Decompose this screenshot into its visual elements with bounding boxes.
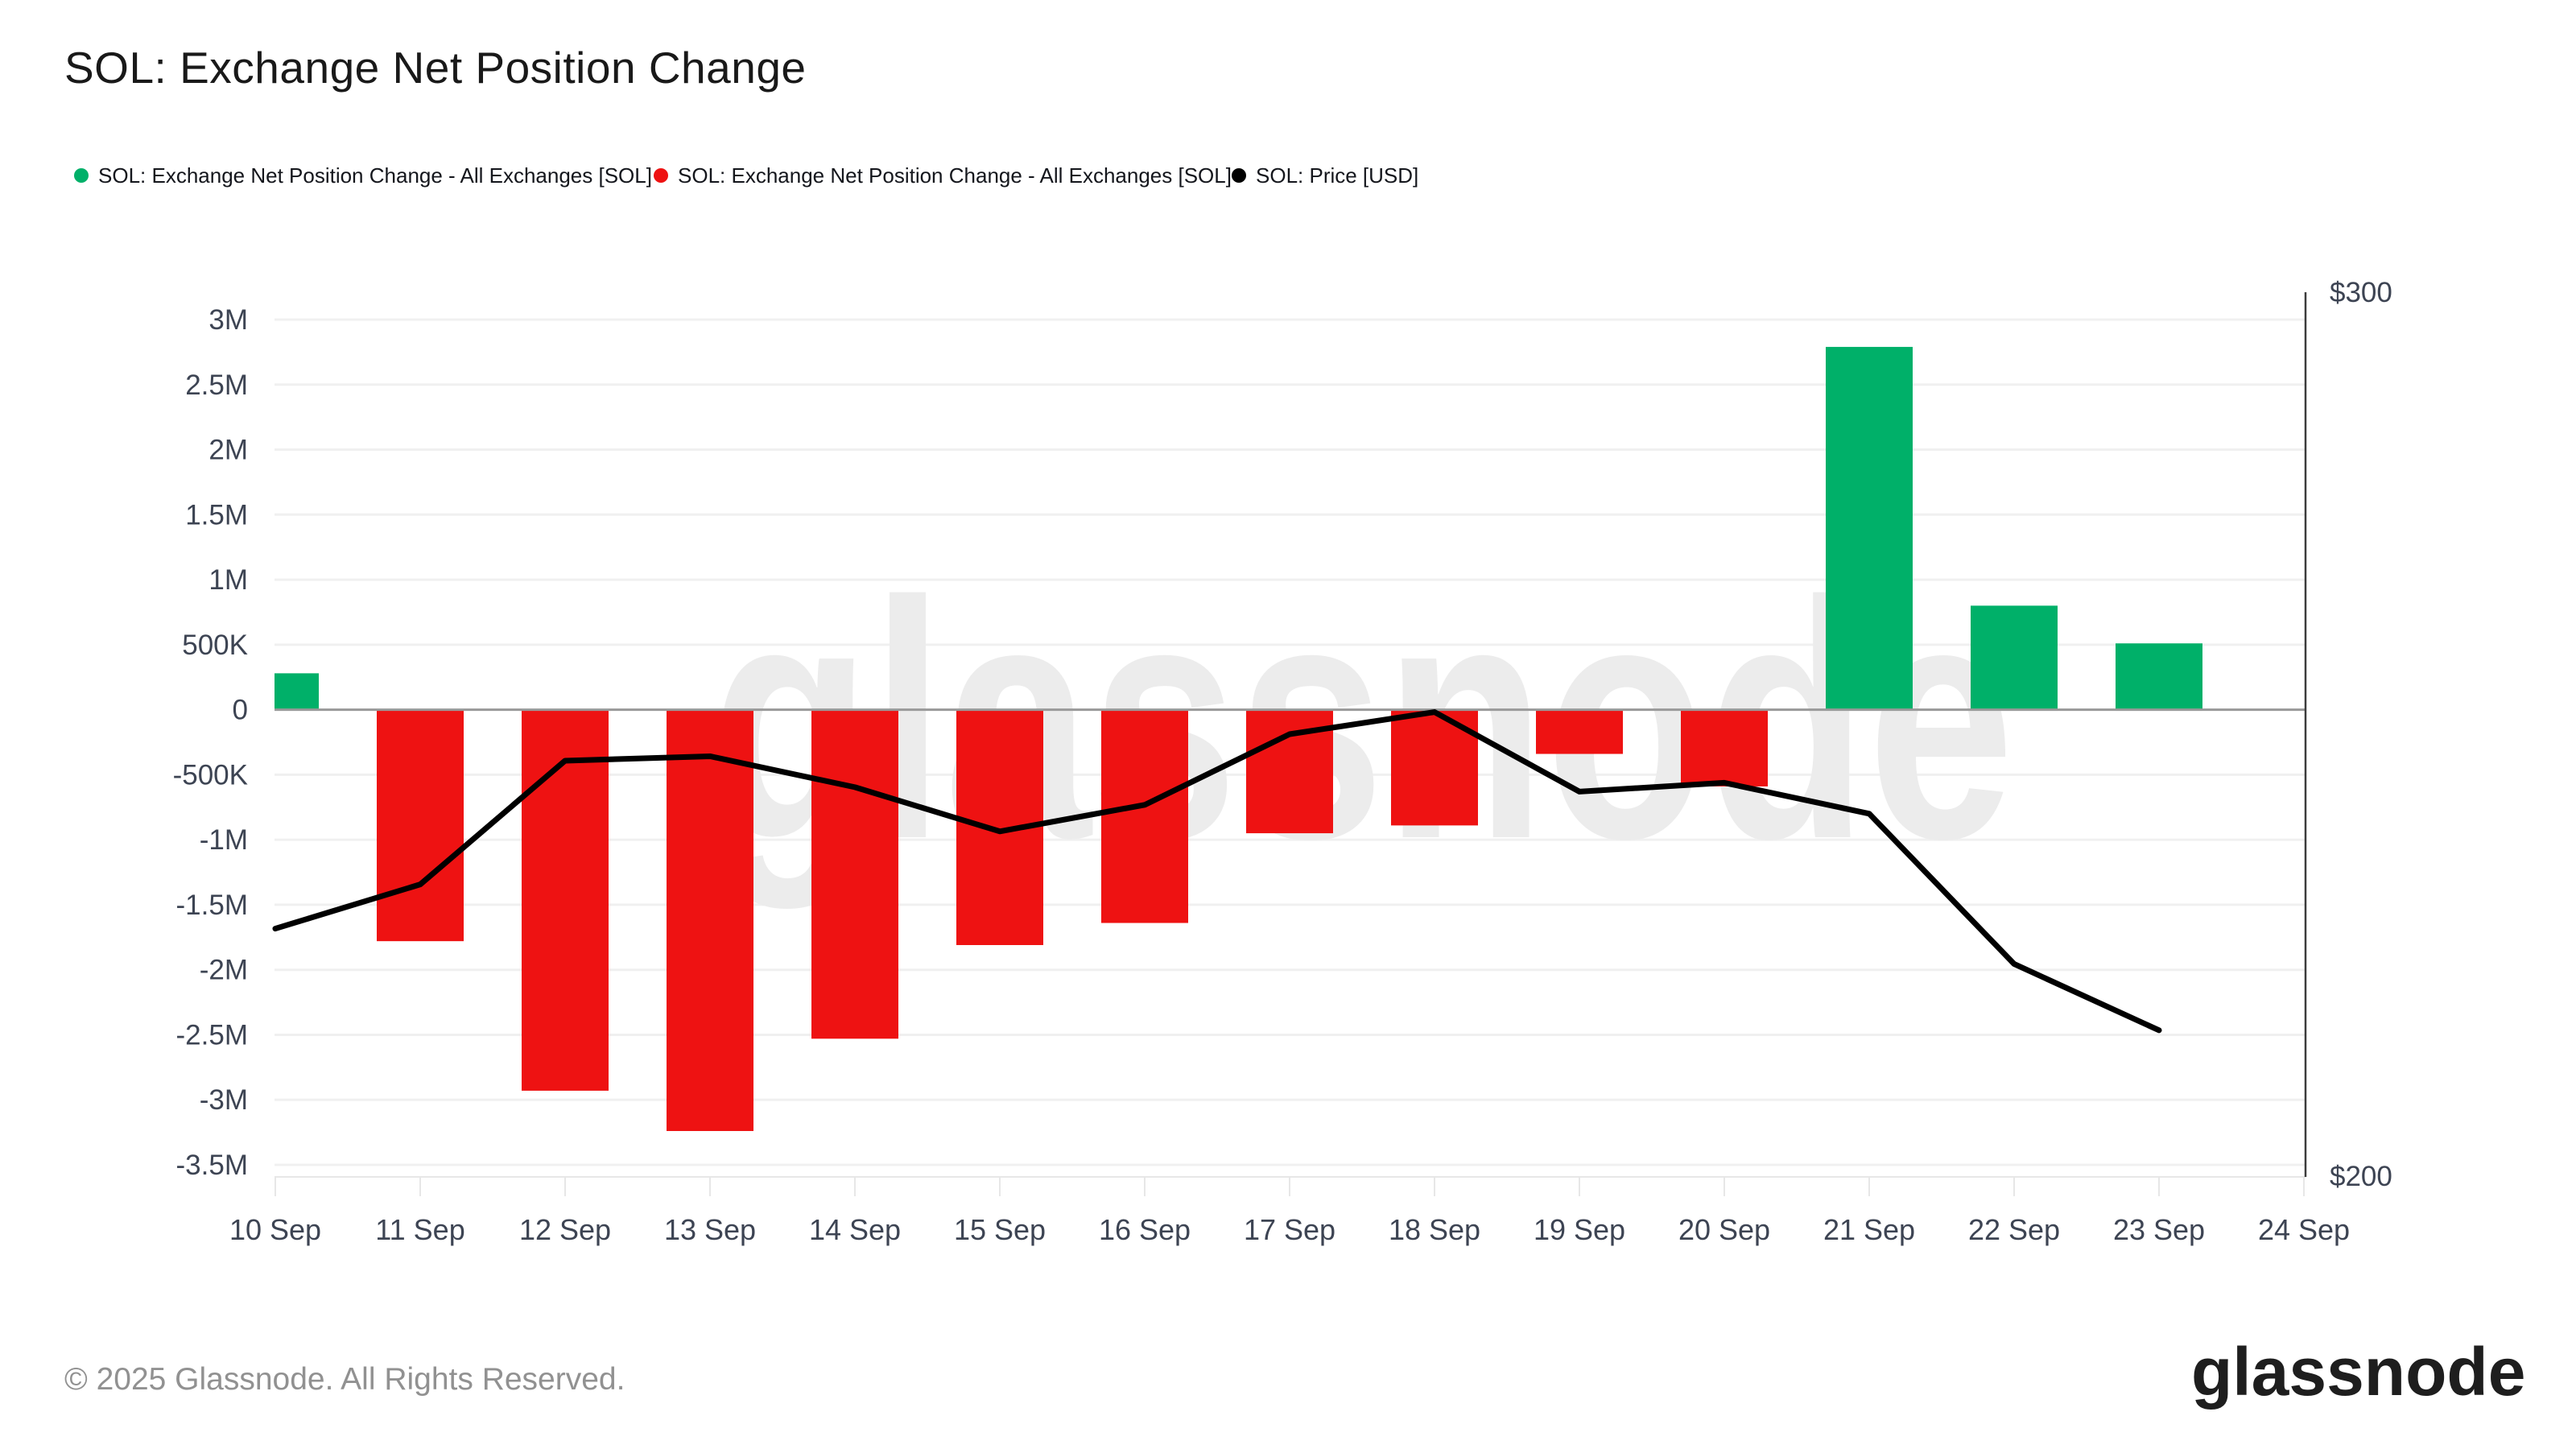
y-axis-left-tick-label: 1M — [208, 564, 248, 596]
legend-item-price[interactable]: SOL: Price [USD] — [1232, 159, 1418, 192]
x-axis-tick-label: 17 Sep — [1244, 1213, 1335, 1246]
bar-14-sep — [811, 709, 898, 1039]
x-axis-tick-label: 13 Sep — [664, 1213, 756, 1246]
y-axis-left-tick-label: 2.5M — [185, 369, 248, 401]
legend-dot-green-icon — [74, 168, 89, 183]
bar-22-sep — [1971, 605, 2058, 710]
y-axis-left-tick-label: 3M — [208, 304, 248, 336]
bar-19-sep — [1536, 709, 1623, 754]
x-axis-tick-label: 10 Sep — [229, 1213, 321, 1246]
legend-label: SOL: Exchange Net Position Change - All … — [678, 163, 1232, 188]
x-axis-tick-label: 12 Sep — [519, 1213, 611, 1246]
legend-item-net-position-negative[interactable]: SOL: Exchange Net Position Change - All … — [654, 159, 1232, 192]
bar-13-sep — [667, 709, 753, 1131]
legend-dot-red-icon — [654, 168, 668, 183]
legend-dot-black-icon — [1232, 168, 1246, 183]
y-axis-right-tick-label: $200 — [2330, 1161, 2392, 1192]
x-axis-tick-label: 11 Sep — [375, 1213, 464, 1246]
price-line — [272, 709, 2162, 1034]
bar-11-sep — [377, 709, 464, 942]
legend-item-net-position-positive[interactable]: SOL: Exchange Net Position Change - All … — [74, 159, 652, 192]
x-axis-tick-label: 20 Sep — [1678, 1213, 1770, 1246]
y-axis-left-tick-label: -2.5M — [176, 1019, 248, 1051]
x-axis-tick-label: 19 Sep — [1534, 1213, 1625, 1246]
legend-label: SOL: Price [USD] — [1256, 163, 1419, 188]
x-axis-tick-label: 23 Sep — [2113, 1213, 2205, 1246]
y-axis-left-tick-label: 2M — [208, 435, 248, 466]
copyright-text: © 2025 Glassnode. All Rights Reserved. — [64, 1362, 625, 1397]
legend-label: SOL: Exchange Net Position Change - All … — [98, 163, 652, 188]
bar-10-sep — [275, 673, 319, 710]
y-axis-left-tick-label: 1.5M — [185, 499, 248, 530]
x-axis-tick-label: 18 Sep — [1389, 1213, 1480, 1246]
y-axis-left-tick-label: 0 — [233, 695, 248, 726]
x-axis-tick-label: 21 Sep — [1823, 1213, 1915, 1246]
y-axis-left-tick-label: 500K — [182, 630, 248, 661]
chart-legend: SOL: Exchange Net Position Change - All … — [0, 159, 2576, 192]
y-axis-left-tick-label: -500K — [173, 759, 248, 791]
x-axis-tick-label: 14 Sep — [809, 1213, 901, 1246]
y-axis-left-tick-label: -2M — [200, 955, 248, 986]
y-axis-left-tick-label: -3M — [200, 1084, 248, 1116]
y-axis-left-tick-label: -1.5M — [176, 890, 248, 921]
y-axis-left-tick-label: -1M — [200, 824, 248, 856]
y-axis-left-tick-label: -3.5M — [176, 1150, 248, 1181]
bar-20-sep — [1681, 709, 1768, 786]
bar-23-sep — [2116, 643, 2202, 710]
page-title: SOL: Exchange Net Position Change — [64, 43, 807, 93]
glassnode-logo: glassnode — [2191, 1334, 2526, 1410]
x-axis-tick-label: 24 Sep — [2258, 1213, 2350, 1246]
y-axis-right-tick-label: $300 — [2330, 277, 2392, 308]
bar-12-sep — [522, 709, 609, 1091]
x-axis-tick-label: 22 Sep — [1968, 1213, 2060, 1246]
x-axis-tick-label: 15 Sep — [954, 1213, 1046, 1246]
x-axis-tick-label: 16 Sep — [1099, 1213, 1191, 1246]
bar-21-sep — [1826, 346, 1913, 710]
bar-16-sep — [1101, 709, 1188, 923]
